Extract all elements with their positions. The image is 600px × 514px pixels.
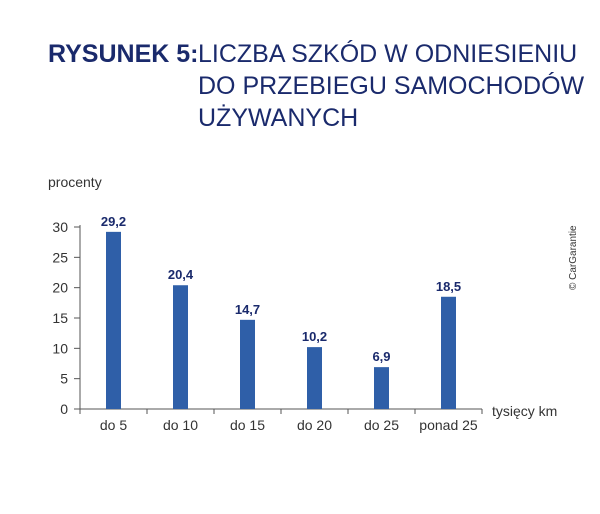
title-text: LICZBA SZKÓD W ODNIESIENIU DO PRZEBIEGU … xyxy=(198,38,598,134)
title-prefix: RYSUNEK 5: xyxy=(48,40,199,68)
bar-value-label: 18,5 xyxy=(436,279,461,294)
bar-value-label: 29,2 xyxy=(101,214,126,229)
bar xyxy=(240,319,255,409)
y-tick-label: 10 xyxy=(52,340,68,356)
y-tick-label: 20 xyxy=(52,280,68,296)
bar-value-label: 14,7 xyxy=(235,302,260,317)
x-tick-label: do 25 xyxy=(364,417,399,433)
x-tick-label: do 15 xyxy=(230,417,265,433)
x-tick-label: ponad 25 xyxy=(419,417,478,433)
y-tick-label: 30 xyxy=(52,219,68,235)
bar xyxy=(173,285,188,409)
y-tick-label: 15 xyxy=(52,310,68,326)
x-tick-label: do 10 xyxy=(163,417,198,433)
bar xyxy=(441,296,456,409)
y-tick-label: 0 xyxy=(60,401,68,417)
bar xyxy=(307,347,322,409)
y-tick-label: 5 xyxy=(60,371,68,387)
y-axis-label: procenty xyxy=(48,174,102,190)
y-tick-label: 25 xyxy=(52,249,68,265)
x-axis-label: tysięcy km xyxy=(492,403,557,419)
title-line-3: UŻYWANYCH xyxy=(198,104,359,132)
bar-value-label: 6,9 xyxy=(372,349,390,364)
title-line-1: LICZBA SZKÓD W ODNIESIENIU xyxy=(198,40,578,68)
x-tick-label: do 5 xyxy=(100,417,127,433)
copyright-text: © CarGarantie xyxy=(568,225,579,290)
bar-value-label: 20,4 xyxy=(168,267,194,282)
bar xyxy=(106,231,121,409)
bar xyxy=(374,367,389,409)
x-tick-label: do 20 xyxy=(297,417,332,433)
title-line-2: DO PRZEBIEGU SAMOCHODÓW xyxy=(198,72,585,100)
copyright-notice: © CarGarantie xyxy=(568,225,579,290)
bar-value-label: 10,2 xyxy=(302,329,327,344)
